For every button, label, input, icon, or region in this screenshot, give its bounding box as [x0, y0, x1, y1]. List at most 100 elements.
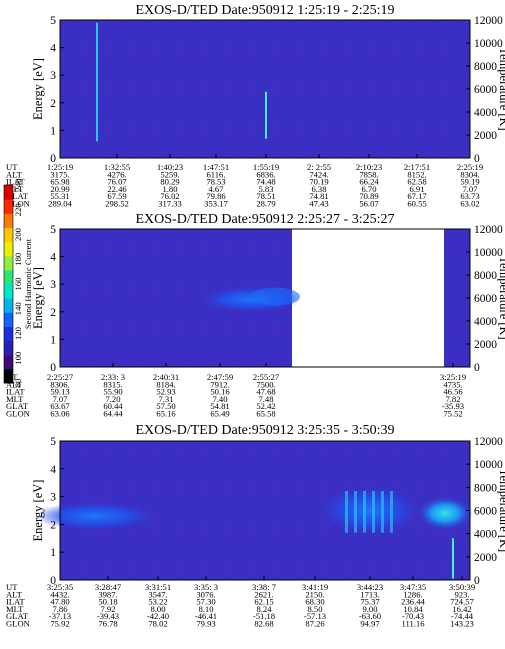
table-cell: 54.81 [210, 401, 229, 411]
table-row-label: GLAT [6, 401, 29, 411]
colorbar-swatch [4, 326, 13, 342]
table-cell: 724.57 [450, 597, 474, 607]
table-cell: 7424. [309, 169, 328, 179]
table-cell: 7.48 [258, 394, 273, 404]
table-cell: 7.86 [52, 604, 68, 614]
table-cell: 4735. [443, 379, 462, 389]
table-cell: 68.30 [305, 597, 324, 607]
table-row-label: GLON [6, 409, 31, 419]
table-cell: 70.89 [359, 191, 378, 201]
table-cell: 63.02 [460, 199, 479, 209]
y-right-tick-label: 10000 [474, 247, 503, 259]
table-cell: 2:40:31 [153, 372, 179, 382]
table-cell: 143.23 [450, 619, 474, 629]
table-cell: 75.52 [443, 409, 462, 419]
table-cell: 3547. [148, 589, 167, 599]
table-cell: 3:28:47 [95, 582, 122, 592]
table-cell: 2:17:51 [404, 162, 430, 172]
table-cell: 52.42 [256, 401, 275, 411]
table-cell: 67.17 [407, 191, 427, 201]
table-cell: 76.02 [160, 191, 179, 201]
y-tick-label: 2 [50, 519, 56, 531]
chart-title: EXOS-D/TED Date:950912 2:25:27 - 3:25:27 [136, 212, 395, 227]
colorbar-frame [3, 184, 14, 384]
table-cell: 8.50 [307, 604, 322, 614]
table-row-label: GLON [6, 619, 31, 629]
table-cell: 4.67 [208, 184, 224, 194]
y-right-tick-label: 10000 [474, 38, 503, 50]
table-cell: 2:25:19 [457, 162, 483, 172]
colorbar-swatch [4, 227, 13, 243]
table-cell: 7.20 [105, 394, 120, 404]
y-tick-label: 3 [50, 492, 56, 504]
table-cell: 1:55:19 [253, 162, 279, 172]
table-cell: 3:35: 3 [194, 582, 218, 592]
y-tick-label: 2 [50, 307, 56, 319]
table-row-label: MLT [6, 394, 24, 404]
y-tick-label: 4 [50, 43, 56, 55]
table-cell: 111.16 [402, 619, 426, 629]
table-cell: 8315. [103, 379, 122, 389]
table-cell: 8.24 [256, 604, 272, 614]
table-cell: 20.99 [50, 184, 69, 194]
table-cell: 80.29 [160, 177, 179, 187]
table-cell: 8152. [407, 169, 426, 179]
chart-panel-1: EXOS-D/TED Date:950912 1:25:19 - 2:25:19… [6, 3, 505, 209]
panels: EXOS-D/TED Date:950912 1:25:19 - 2:25:19… [6, 3, 505, 629]
table-row-label: GLON [6, 199, 31, 209]
y-tick-label: 3 [50, 70, 56, 82]
heatmap-feature [265, 91, 267, 139]
table-cell: 63.73 [460, 191, 479, 201]
table-cell: 79.86 [206, 191, 226, 201]
colorbar-tick-label: 80 [13, 379, 23, 388]
heatmap-feature [345, 491, 348, 533]
y-right-tick-label: 2000 [474, 552, 497, 564]
table-row-label: ILAT [6, 177, 25, 187]
y-right-tick-label: 6000 [474, 506, 497, 518]
y-right-tick-label: 6000 [474, 293, 497, 305]
y-tick-label: 1 [50, 334, 56, 346]
y-tick-label: 0 [50, 153, 56, 165]
table-cell: 3175. [50, 169, 69, 179]
table-cell: -51.18 [253, 611, 275, 621]
table-cell: 1:25:19 [47, 162, 73, 172]
table-cell: 3:47:35 [400, 582, 426, 592]
heatmap-feature [354, 491, 357, 533]
table-cell: 87.26 [305, 619, 325, 629]
table-cell: 47.43 [309, 199, 328, 209]
table-cell: 7.07 [52, 394, 68, 404]
table-cell: 57.30 [196, 597, 215, 607]
table-cell: 75.37 [360, 597, 380, 607]
heatmap-feature [372, 491, 375, 533]
colorbar-swatch [4, 284, 13, 299]
chart-panel-2: EXOS-D/TED Date:950912 2:25:27 - 3:25:27… [6, 212, 505, 419]
colorbar-swatch [4, 298, 13, 313]
y-axis-label: Energy [eV] [31, 267, 45, 329]
y-tick-label: 5 [50, 436, 56, 448]
table-cell: 353.17 [204, 199, 228, 209]
table-cell: 6.70 [361, 184, 376, 194]
y-right-tick-label: 4000 [474, 529, 497, 541]
table-cell: -46.41 [195, 611, 217, 621]
table-cell: 78.02 [148, 619, 167, 629]
table-cell: -37.13 [49, 611, 71, 621]
table-row-label: ALT [6, 379, 23, 389]
table-row-label: GLAT [6, 611, 29, 621]
colorbar-swatch [4, 269, 13, 285]
colorbar: 80 100 120 140 160 180 200 220 240 Second Harmoni… [3, 179, 33, 388]
table-cell: 3:25:35 [47, 582, 73, 592]
chart-title: EXOS-D/TED Date:950912 3:25:35 - 3:50:39 [136, 423, 395, 438]
table-row-label: ALT [6, 169, 23, 179]
colorbar-swatch [4, 199, 13, 214]
y-right-tick-label: 12000 [474, 15, 503, 27]
table-cell: 60.55 [407, 199, 426, 209]
colorbar-swatch [4, 312, 13, 327]
table-cell: 3987. [98, 589, 117, 599]
y-right-tick-label: 10000 [474, 459, 503, 471]
y-right-tick-label: 8000 [474, 482, 497, 494]
table-cell: -74.44 [451, 611, 474, 621]
table-cell: 2:10:23 [356, 162, 382, 172]
heatmap-feature [96, 22, 98, 142]
y-right-tick-label: 8000 [474, 270, 497, 282]
table-cell: 22.46 [107, 184, 127, 194]
